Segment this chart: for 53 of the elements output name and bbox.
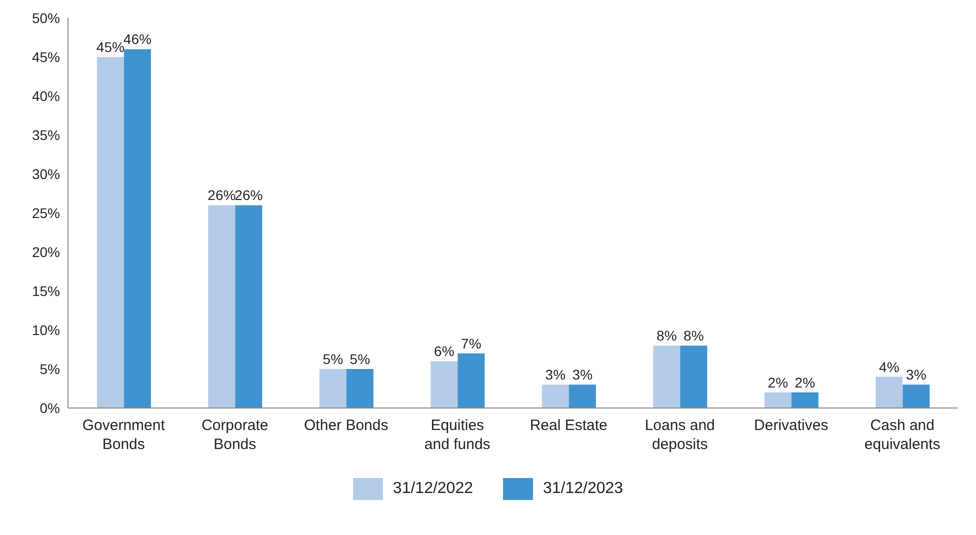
- y-tick-label: 5%: [40, 360, 60, 377]
- bar: [653, 346, 680, 408]
- data-label: 3%: [906, 366, 926, 383]
- y-tick-label: 25%: [32, 204, 60, 221]
- data-label: 45%: [96, 39, 124, 55]
- x-tick-label: Real Estate: [530, 417, 608, 434]
- bar: [208, 205, 236, 408]
- bar: [458, 353, 485, 408]
- data-label: 3%: [545, 366, 566, 383]
- data-label: 6%: [434, 343, 454, 360]
- y-tick-label: 30%: [32, 166, 60, 182]
- y-tick-label: 0%: [40, 400, 60, 416]
- bar: [235, 205, 262, 408]
- x-tick-label: Derivatives: [754, 417, 828, 434]
- bar: [568, 384, 596, 408]
- y-tick-label: 35%: [32, 126, 60, 143]
- data-label: 3%: [572, 366, 593, 383]
- bar: [791, 392, 818, 408]
- bar: [346, 369, 374, 408]
- data-label: 26%: [208, 187, 236, 204]
- y-tick-label: 10%: [32, 322, 60, 338]
- data-label: 5%: [350, 351, 370, 367]
- y-tick-label: 20%: [32, 244, 60, 260]
- data-label: 5%: [322, 351, 344, 367]
- y-tick-label: 45%: [32, 48, 60, 65]
- bar: [430, 361, 458, 408]
- bar: [124, 49, 151, 408]
- data-label: 8%: [656, 328, 677, 344]
- y-tick-label: 15%: [32, 282, 60, 299]
- x-tick-label: Loans and deposits: [644, 417, 715, 453]
- bar: [902, 384, 930, 408]
- data-label: 7%: [461, 335, 482, 352]
- x-tick-label: Government Bonds: [82, 417, 166, 453]
- x-tick-label: Other Bonds: [304, 417, 388, 434]
- data-label: 2%: [768, 374, 788, 390]
- bar: [542, 384, 569, 408]
- legend-label: 31/12/2023: [543, 480, 624, 498]
- bar: [876, 376, 903, 408]
- data-label: 26%: [234, 187, 263, 204]
- y-tick-label: 50%: [32, 10, 60, 26]
- data-label: 46%: [123, 31, 152, 48]
- bar: [319, 369, 346, 408]
- data-label: 8%: [684, 328, 704, 344]
- bar: [680, 346, 708, 408]
- x-tick-label: Cash and equivalents: [864, 417, 940, 453]
- x-tick-label: Corporate Bonds: [202, 417, 268, 453]
- data-label: 4%: [879, 358, 900, 375]
- bar: [96, 57, 124, 408]
- legend-label: 31/12/2022: [392, 480, 473, 498]
- x-tick-label: Equities and funds: [424, 417, 490, 453]
- data-label: 2%: [794, 374, 816, 390]
- y-tick-label: 40%: [32, 88, 60, 104]
- bar: [764, 392, 792, 408]
